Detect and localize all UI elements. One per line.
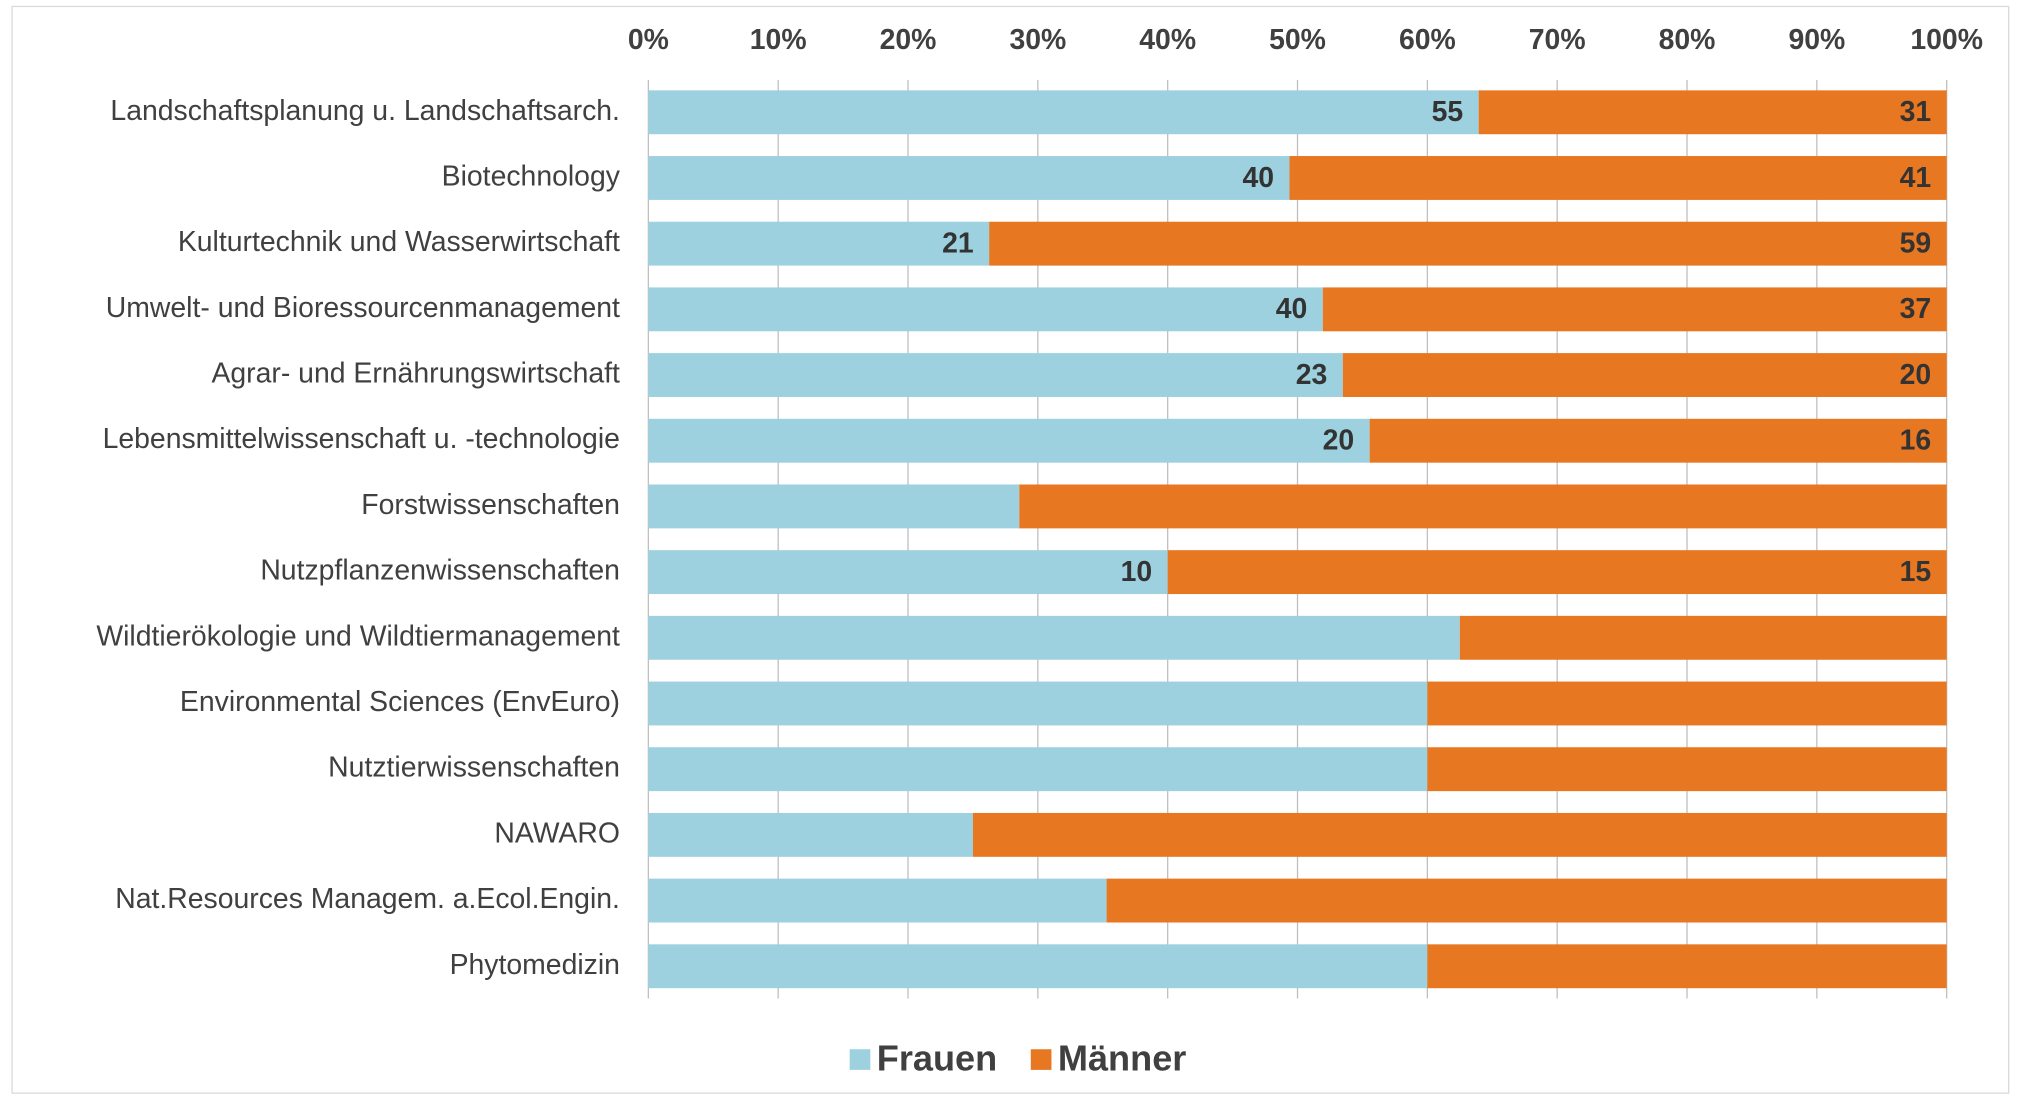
bar-segment [648, 944, 1428, 989]
bar-segment [1427, 944, 1947, 989]
y-tick-label: Agrar- und Ernährungswirtschaft [211, 358, 620, 390]
x-tick-label: 60% [1399, 24, 1456, 56]
data-label: 55 [1432, 96, 1464, 128]
bar-segment [1342, 353, 1947, 397]
data-label: 21 [942, 227, 974, 259]
bar-segment [972, 812, 1947, 857]
y-tick-label: Nutzpflanzenwissenschaften [260, 555, 620, 587]
bar-segment [648, 221, 990, 266]
data-label: 10 [1121, 556, 1153, 588]
bar-segment [648, 615, 1460, 660]
data-label: 16 [1900, 425, 1932, 457]
x-tick-label: 40% [1139, 24, 1196, 56]
bar-segment [648, 156, 1290, 200]
y-tick-label: Biotechnology [442, 160, 621, 192]
bar-segment [1369, 418, 1947, 463]
bar-segment [648, 90, 1479, 135]
y-tick-label: Forstwissenschaften [361, 489, 620, 521]
x-tick-label: 100% [1910, 24, 1983, 56]
x-tick-label: 90% [1788, 24, 1845, 56]
data-label: 15 [1900, 556, 1932, 588]
data-label: 31 [1900, 96, 1932, 128]
x-tick-label: 50% [1269, 24, 1326, 56]
data-label: 41 [1900, 162, 1932, 194]
data-label: 23 [1296, 359, 1328, 391]
bar-segment [648, 747, 1428, 792]
legend-swatch [1030, 1049, 1052, 1070]
legend-label: Frauen [877, 1037, 997, 1078]
y-tick-label: NAWARO [494, 817, 620, 849]
bar-segment [648, 878, 1107, 923]
bar-segment [648, 287, 1323, 332]
bar-segment [1289, 156, 1947, 200]
x-tick-label: 30% [1009, 24, 1066, 56]
data-label: 40 [1276, 293, 1308, 325]
bar-segment [648, 812, 973, 857]
x-tick-label: 0% [628, 24, 669, 56]
y-tick-label: Umwelt- und Bioressourcenmanagement [106, 292, 620, 324]
legend-swatch [849, 1049, 871, 1070]
y-tick-label: Landschaftsplanung u. Landschaftsarch. [110, 95, 620, 127]
bar-segment [1106, 878, 1947, 923]
data-label: 20 [1323, 425, 1355, 457]
legend-label: Männer [1058, 1037, 1186, 1078]
x-tick-label: 20% [880, 24, 937, 56]
y-tick-label: Nat.Resources Managem. a.Ecol.Engin. [115, 883, 620, 915]
bar-segment [1427, 747, 1947, 792]
y-tick-label: Lebensmittelwissenschaft u. -technologie [103, 423, 620, 455]
bar-segment [648, 681, 1428, 726]
y-tick-label: Phytomedizin [450, 949, 620, 981]
bar-segment [989, 221, 1947, 266]
data-label: 40 [1242, 162, 1274, 194]
y-tick-label: Nutztierwissenschaften [328, 752, 620, 784]
bar-segment [648, 550, 1168, 595]
bar-segment [1167, 550, 1947, 595]
data-label: 59 [1900, 227, 1932, 259]
bar-segment [648, 484, 1020, 529]
bar-segment [1019, 484, 1947, 529]
bar-segment [1478, 90, 1947, 135]
bar-segment [1427, 681, 1947, 726]
bar-segment [1459, 615, 1947, 660]
x-tick-label: 80% [1659, 24, 1716, 56]
bar-segment [648, 353, 1343, 397]
y-tick-label: Environmental Sciences (EnvEuro) [180, 686, 620, 718]
bar-segment [648, 418, 1370, 463]
data-label: 20 [1900, 359, 1932, 391]
data-label: 37 [1900, 293, 1932, 325]
x-tick-label: 70% [1529, 24, 1586, 56]
y-tick-label: Wildtierökologie und Wildtiermanagement [96, 620, 620, 652]
y-tick-label: Kulturtechnik und Wasserwirtschaft [178, 226, 620, 258]
bar-segment [1322, 287, 1947, 332]
x-tick-label: 10% [750, 24, 807, 56]
